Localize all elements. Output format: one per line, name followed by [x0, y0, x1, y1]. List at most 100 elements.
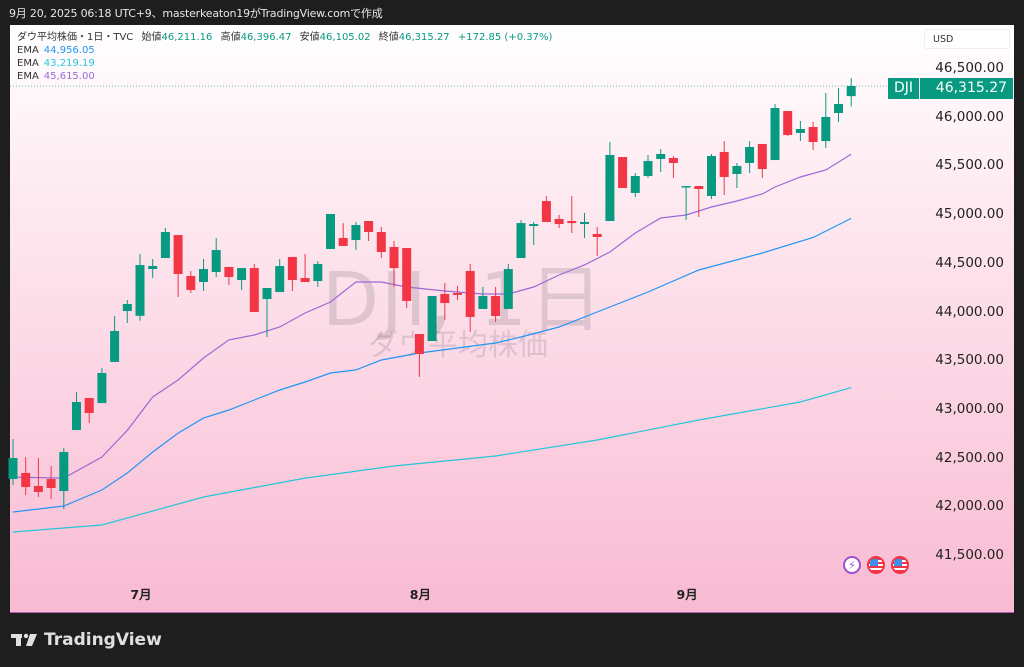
- candle-up: [275, 266, 285, 293]
- candle-down: [46, 479, 56, 488]
- candle-down: [465, 270, 475, 317]
- candle-up: [351, 225, 361, 241]
- ema-label: EMA: [17, 45, 39, 56]
- candle-up: [72, 401, 81, 431]
- candle-down: [389, 247, 399, 269]
- ema-row[interactable]: EMA 44,956.05: [17, 44, 552, 57]
- tradingview-logo[interactable]: TradingView: [11, 630, 162, 650]
- candle-up: [313, 263, 323, 282]
- event-icons: ⚡: [843, 556, 909, 574]
- candle-up: [605, 154, 615, 222]
- watermark-symbol: DJI, 1日: [322, 257, 605, 343]
- candle-down: [364, 221, 374, 233]
- price-tick-label: 43,500.00: [935, 352, 1004, 369]
- candle-up: [821, 116, 831, 142]
- candle-up: [732, 165, 742, 174]
- us-flag-icon[interactable]: [891, 556, 909, 574]
- ema-label: EMA: [17, 71, 39, 82]
- candle-up: [135, 265, 145, 316]
- candle-up: [643, 161, 653, 177]
- ema-value: 43,219.19: [43, 58, 95, 69]
- change-value: +172.85 (+0.37%): [457, 32, 553, 43]
- candle-down: [300, 277, 310, 282]
- candle-down: [453, 292, 462, 295]
- candle-up: [478, 296, 488, 309]
- candle-down: [414, 333, 424, 354]
- candle-down: [338, 237, 348, 246]
- candle-up: [529, 224, 539, 226]
- close-value: 46,315.27: [398, 32, 450, 43]
- candle-down: [668, 157, 678, 163]
- candle-up: [59, 452, 69, 492]
- tradingview-logo-icon: [11, 633, 37, 646]
- candle-down: [694, 186, 704, 189]
- candle-down: [402, 247, 412, 301]
- candle-up: [199, 269, 208, 282]
- chart-legend: ダウ平均株価・1日・TVC 始値46,211.16 高値46,396.47 安値…: [17, 31, 552, 83]
- us-flag-icon[interactable]: [867, 556, 885, 574]
- candle-up: [846, 85, 856, 97]
- candle-down: [33, 485, 43, 492]
- candle-down: [376, 232, 386, 252]
- candle-down: [440, 293, 450, 304]
- close-label: 終値: [378, 32, 399, 43]
- ema-line: [12, 387, 852, 533]
- candle-up: [770, 108, 780, 161]
- ema-value: 45,615.00: [43, 71, 95, 82]
- symbol-title[interactable]: ダウ平均株価・1日・TVC: [17, 32, 134, 43]
- price-tick-label: 43,000.00: [935, 400, 1004, 417]
- candle-up: [148, 266, 158, 270]
- candle-down: [186, 276, 196, 290]
- candle-down: [719, 151, 729, 177]
- open-value: 46,211.16: [161, 32, 213, 43]
- ohlc-row: ダウ平均株価・1日・TVC 始値46,211.16 高値46,396.47 安値…: [17, 31, 552, 44]
- candle-up: [834, 104, 843, 113]
- ema-line: [12, 153, 852, 479]
- candle-down: [224, 266, 234, 278]
- candle-down: [84, 397, 94, 413]
- ema-row[interactable]: EMA 45,615.00: [17, 70, 552, 83]
- candle-down: [618, 157, 628, 188]
- candle-up: [262, 288, 272, 300]
- low-value: 46,105.02: [319, 32, 371, 43]
- ema-value: 44,956.05: [43, 45, 95, 56]
- candle-up: [630, 176, 640, 193]
- currency-button[interactable]: USD: [924, 29, 1010, 49]
- candle-up: [211, 250, 221, 272]
- price-tick-label: 42,500.00: [935, 449, 1004, 466]
- chart-pane[interactable]: [10, 25, 1014, 613]
- candle-up: [681, 186, 691, 188]
- time-tick-label: 8月: [409, 587, 431, 602]
- candle-up: [745, 146, 755, 163]
- high-label: 高値: [220, 32, 241, 43]
- brand-name: TradingView: [44, 630, 162, 650]
- candle-down: [173, 235, 183, 275]
- chart-caption: 9月 20, 2025 06:18 UTC+9、masterkeaton19がT…: [9, 7, 383, 20]
- candle-up: [516, 223, 526, 259]
- lightning-icon[interactable]: ⚡: [843, 556, 861, 574]
- price-tick-label: 45,000.00: [935, 206, 1004, 223]
- candle-up: [160, 232, 170, 259]
- candle-down: [567, 221, 577, 224]
- time-tick-label: 9月: [676, 587, 698, 602]
- ema-line: [12, 217, 852, 513]
- price-tag-symbol: DJI: [888, 78, 921, 99]
- candle-up: [580, 221, 589, 225]
- price-tick-label: 46,500.00: [935, 60, 1004, 76]
- candle-up: [795, 128, 805, 133]
- price-tag-value: 46,315.27: [920, 78, 1014, 99]
- high-value: 46,396.47: [240, 32, 292, 43]
- candle-up: [237, 268, 247, 281]
- ema-row[interactable]: EMA 43,219.19: [17, 57, 552, 70]
- candle-up: [122, 304, 132, 312]
- price-tick-label: 41,500.00: [935, 547, 1004, 563]
- candle-up: [326, 214, 335, 249]
- candle-up: [503, 269, 513, 309]
- candle-down: [592, 233, 602, 237]
- candle-down: [783, 111, 793, 136]
- candle-up: [707, 155, 716, 196]
- price-tick-label: 45,500.00: [935, 157, 1004, 174]
- candle-up: [656, 154, 666, 159]
- candle-up: [110, 330, 120, 362]
